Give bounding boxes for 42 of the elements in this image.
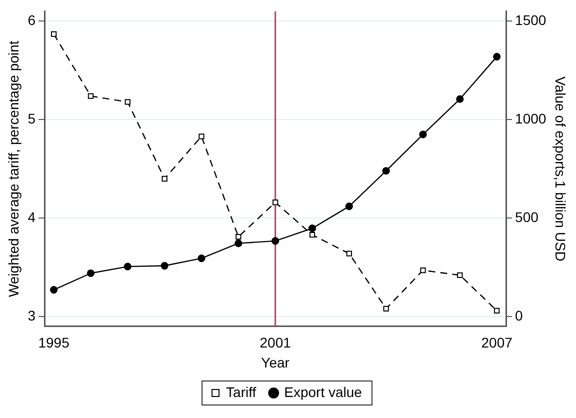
y2-axis-title: Value of exports,1 billion USD — [552, 76, 569, 262]
point — [346, 250, 352, 256]
point — [162, 176, 168, 182]
point — [456, 95, 464, 103]
point — [234, 240, 242, 248]
point — [493, 52, 501, 60]
point — [419, 130, 427, 138]
x-tick-label: 2007 — [481, 334, 513, 351]
point — [86, 269, 95, 278]
y2-tick-label: 500 — [515, 208, 539, 225]
y-tick-label: 6 — [28, 12, 36, 28]
point — [50, 286, 58, 294]
point — [457, 272, 463, 278]
x-axis-title: Year — [261, 354, 290, 370]
point — [494, 308, 500, 314]
legend-label: Export value — [284, 384, 362, 400]
point — [420, 267, 426, 274]
y-tick-label: 5 — [28, 110, 36, 127]
legend-label: Tariff — [226, 384, 256, 400]
point — [236, 234, 242, 240]
point — [198, 134, 204, 140]
point — [383, 306, 389, 312]
point — [160, 262, 168, 270]
y-tick-label: 3 — [28, 307, 36, 324]
point — [309, 232, 316, 238]
x-tick-label: 1995 — [38, 334, 70, 351]
point — [198, 254, 206, 262]
y2-tick-label: 1000 — [515, 110, 546, 127]
point — [272, 200, 278, 206]
point — [308, 224, 316, 232]
point — [50, 31, 57, 37]
y-tick-label: 4 — [28, 208, 36, 225]
point — [88, 93, 94, 99]
point — [345, 202, 353, 210]
y-axis-title: Weighted average tariff, percentage point — [5, 40, 22, 298]
point — [382, 167, 390, 175]
y2-tick-label: 1500 — [515, 12, 546, 28]
point — [272, 237, 280, 245]
y2-tick-label: 0 — [515, 307, 524, 324]
x-tick-label: 2001 — [260, 334, 292, 351]
point — [124, 262, 132, 270]
point — [124, 99, 130, 105]
